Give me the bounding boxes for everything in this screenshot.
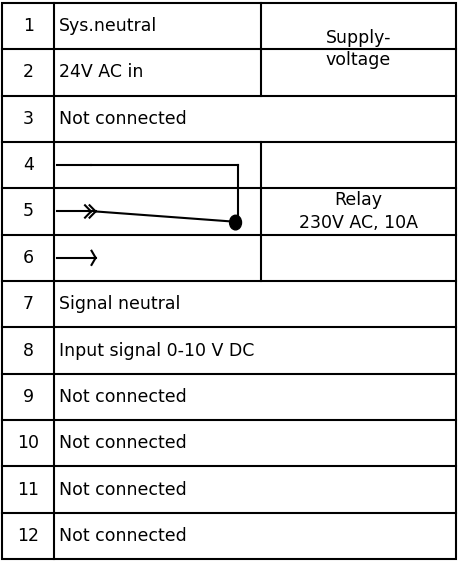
Text: 6: 6 [23, 249, 34, 267]
Text: 5: 5 [23, 202, 34, 220]
Text: Sys.neutral: Sys.neutral [59, 17, 157, 35]
Text: 3: 3 [23, 110, 34, 128]
Text: Not connected: Not connected [59, 110, 187, 128]
Text: 11: 11 [17, 481, 39, 498]
Text: 2: 2 [23, 64, 34, 81]
Text: Not connected: Not connected [59, 388, 187, 406]
Text: 7: 7 [23, 295, 34, 313]
Text: 1: 1 [23, 17, 34, 35]
Text: 9: 9 [23, 388, 34, 406]
Circle shape [229, 215, 241, 230]
Text: Relay
230V AC, 10A: Relay 230V AC, 10A [299, 191, 418, 232]
Text: 10: 10 [17, 434, 39, 452]
Text: Not connected: Not connected [59, 481, 187, 498]
Text: Not connected: Not connected [59, 527, 187, 545]
Text: Signal neutral: Signal neutral [59, 295, 180, 313]
Text: 24V AC in: 24V AC in [59, 64, 143, 81]
Text: 8: 8 [23, 342, 34, 360]
Text: 12: 12 [17, 527, 39, 545]
Text: Supply-
voltage: Supply- voltage [326, 29, 391, 69]
Text: Not connected: Not connected [59, 434, 187, 452]
Text: Input signal 0-10 V DC: Input signal 0-10 V DC [59, 342, 254, 360]
Text: 4: 4 [23, 156, 34, 174]
